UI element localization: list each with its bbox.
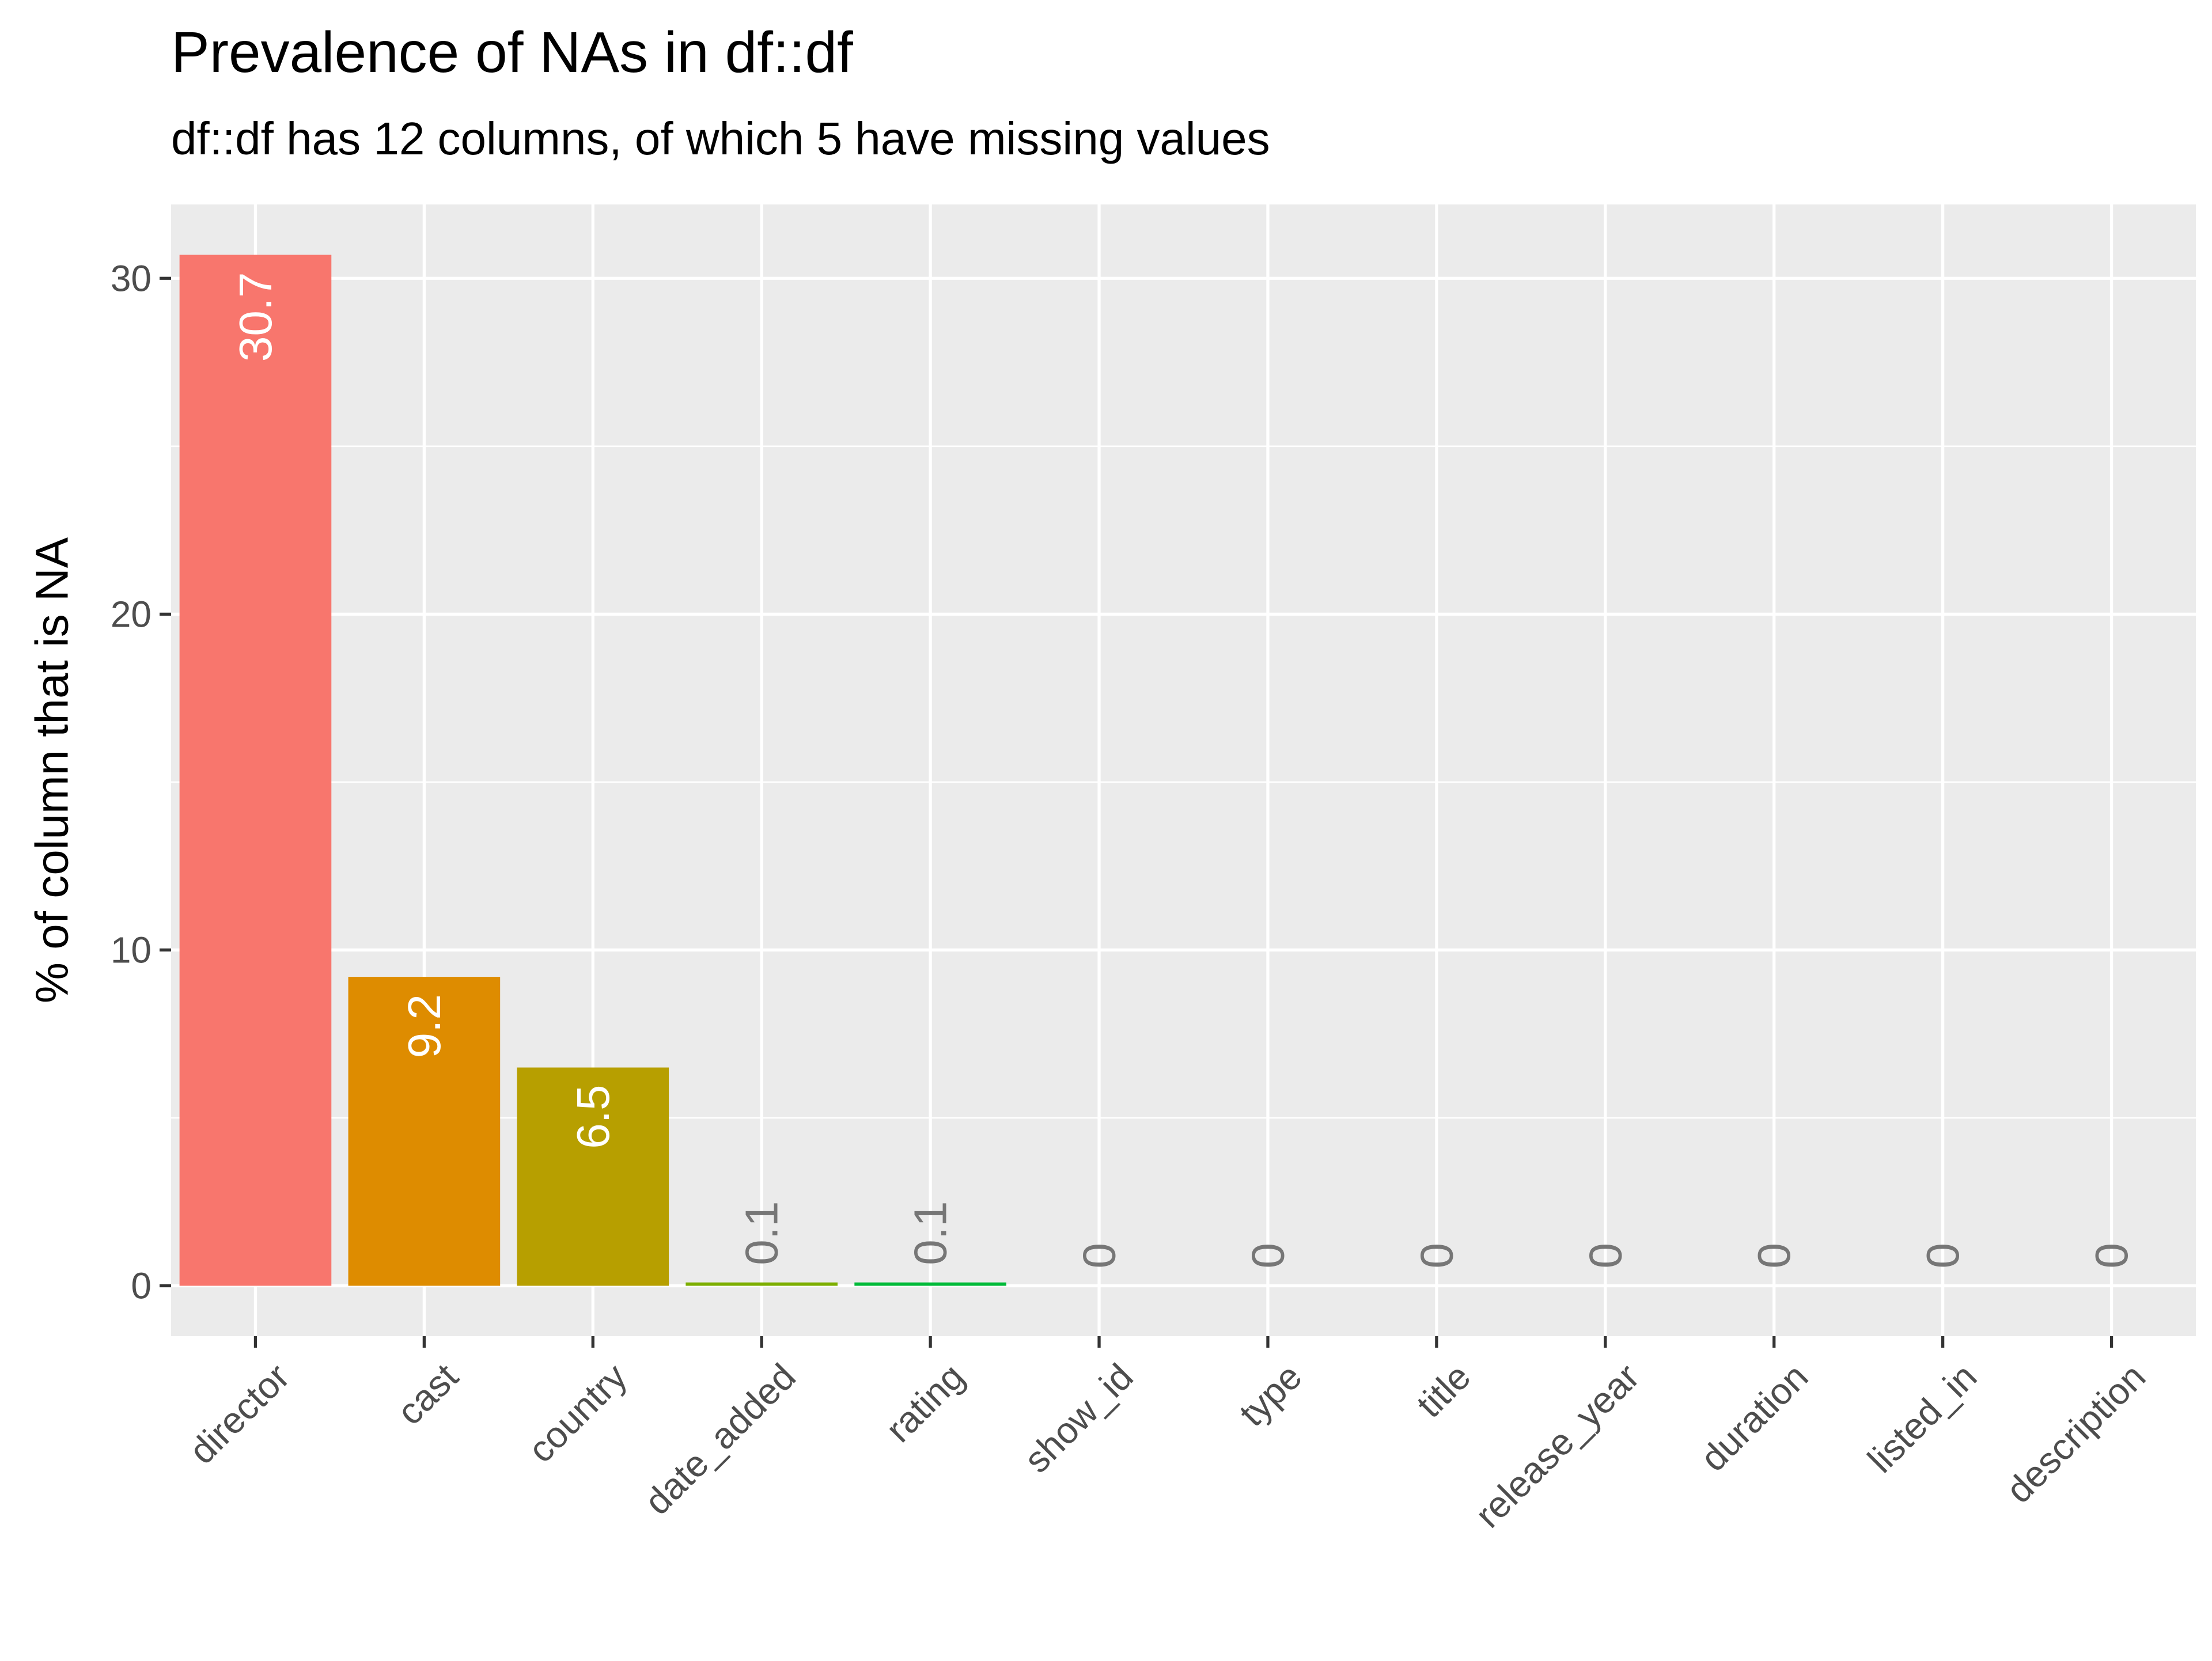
x-axis: director cast country date_added rating show_… (181, 1336, 2153, 1535)
x-tick-label: cast (389, 1356, 466, 1433)
x-tick-label: description (1998, 1356, 2153, 1511)
bar-value-label: 0 (1242, 1243, 1293, 1269)
x-tick-label: listed_in (1859, 1356, 1984, 1481)
bar-country (517, 1067, 669, 1286)
major-gridlines (171, 204, 2196, 1336)
bar-value-label: 0.1 (905, 1201, 956, 1265)
x-tick-label: rating (878, 1356, 972, 1450)
bar-value-label: 9.2 (399, 994, 450, 1058)
bars (179, 255, 1006, 1286)
bar-value-label: 0 (1411, 1243, 1462, 1269)
x-tick-label: director (181, 1356, 297, 1472)
bar-value-label: 0 (1074, 1243, 1125, 1269)
bar-value-label: 0 (2086, 1243, 2137, 1269)
bar-cast (348, 977, 501, 1286)
bar-rating (854, 1282, 1006, 1286)
chart-title: Prevalence of NAs in df::df (171, 20, 853, 85)
x-tick-label: title (1408, 1356, 1478, 1425)
bar-value-label: 0 (1580, 1243, 1631, 1269)
x-tick-label: country (520, 1356, 635, 1470)
y-axis-label: % of column that is NA (26, 537, 78, 1003)
bar-value-label: 6.5 (567, 1085, 619, 1149)
x-tick-label: type (1231, 1356, 1309, 1434)
x-tick-label: release_year (1467, 1356, 1647, 1536)
x-tick-label: duration (1692, 1356, 1816, 1479)
bar-value-label: 0 (1917, 1243, 1968, 1269)
bar-date_added (685, 1282, 838, 1286)
bar-value-label: 30.7 (230, 272, 281, 362)
minor-gridlines (171, 445, 2196, 1119)
bar-value-label: 0 (1748, 1243, 1800, 1269)
y-tick-label: 20 (111, 593, 151, 635)
x-tick-label: date_added (637, 1356, 804, 1523)
y-tick-label: 0 (131, 1265, 151, 1307)
plot-panel (171, 204, 2196, 1336)
bar-value-label: 0.1 (736, 1201, 787, 1265)
y-axis: 0 10 20 30 (111, 257, 171, 1307)
bar-value-labels: 30.7 9.2 6.5 0.1 0.1 0 0 0 0 0 0 0 (230, 272, 2137, 1268)
y-tick-label: 10 (111, 929, 151, 970)
chart-subtitle: df::df has 12 columns, of which 5 have m… (171, 113, 1270, 164)
bar-director (179, 255, 332, 1286)
y-tick-label: 30 (111, 257, 151, 299)
x-tick-label: show_id (1016, 1356, 1141, 1481)
